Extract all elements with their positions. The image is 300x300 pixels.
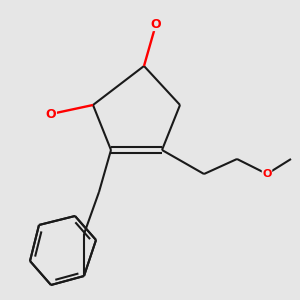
Text: O: O	[262, 169, 272, 179]
Text: O: O	[46, 107, 56, 121]
Text: O: O	[151, 17, 161, 31]
